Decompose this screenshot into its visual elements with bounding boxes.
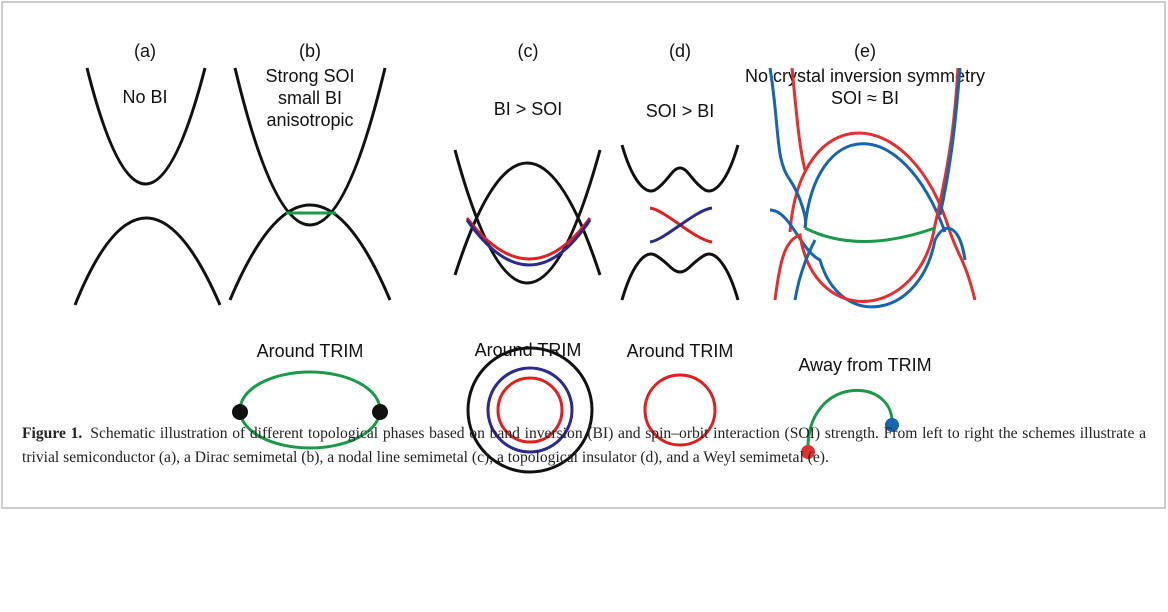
band: [453, 161, 602, 276]
band: [649, 206, 713, 244]
panel-title: No BI: [122, 87, 167, 107]
panel-title: anisotropic: [266, 110, 353, 130]
panel-title: Strong SOI: [265, 66, 354, 86]
node-line: [804, 226, 936, 243]
caption: Figure 1. Schematic illustration of diffe…: [22, 422, 1146, 469]
weyl-point: [885, 418, 899, 432]
band: [620, 144, 740, 193]
band: [465, 217, 592, 261]
band: [788, 131, 977, 301]
ring: [486, 366, 574, 454]
panel-title: SOI ≈ BI: [831, 88, 899, 108]
band: [228, 203, 392, 301]
panel-title: No crystal inversion symmetry: [745, 66, 985, 86]
panel-label: (a): [134, 41, 156, 61]
band: [938, 67, 962, 216]
panel-bottom-label: Around TRIM: [627, 341, 734, 361]
ring: [643, 373, 717, 447]
panel-title: SOI > BI: [646, 101, 715, 121]
band: [620, 252, 740, 301]
band: [793, 239, 817, 301]
caption-label: Figure 1.: [22, 425, 83, 442]
weyl-point: [801, 445, 815, 459]
band: [85, 67, 207, 186]
panel-bottom-label: Around TRIM: [475, 340, 582, 360]
panel-bottom-label: Away from TRIM: [798, 355, 931, 375]
band: [790, 67, 807, 171]
dirac-point: [372, 404, 388, 420]
fermi-arc: [806, 388, 894, 453]
frame: [1, 1, 1166, 509]
band: [453, 149, 602, 285]
panel-label: (b): [299, 41, 321, 61]
ring: [466, 346, 594, 474]
panel-bottom-label: Around TRIM: [257, 341, 364, 361]
panel-label: (e): [854, 41, 876, 61]
band: [73, 216, 222, 306]
band: [773, 67, 960, 303]
band: [465, 219, 592, 267]
panel-label: (d): [669, 41, 691, 61]
panel-title: small BI: [278, 88, 342, 108]
panel-title: BI > SOI: [494, 99, 563, 119]
band: [233, 67, 387, 227]
band: [768, 67, 947, 233]
ring: [496, 376, 564, 444]
panel-label: (c): [518, 41, 539, 61]
caption-text: Schematic illustration of different topo…: [22, 425, 1146, 466]
dirac-point: [232, 404, 248, 420]
